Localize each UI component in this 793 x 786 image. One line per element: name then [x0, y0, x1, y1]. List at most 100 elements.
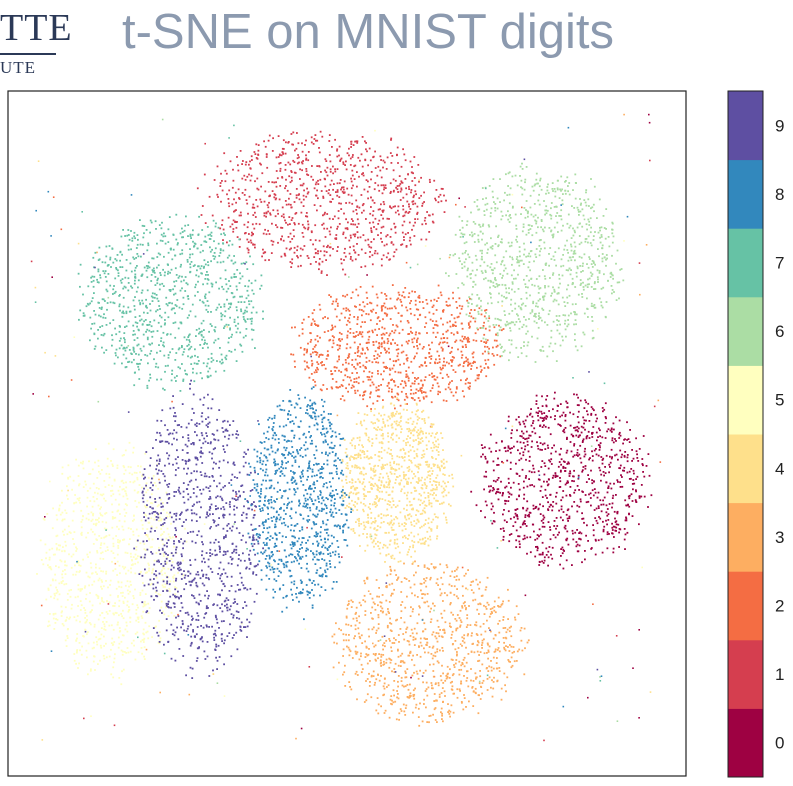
point	[413, 457, 416, 459]
point	[406, 553, 409, 556]
point	[354, 624, 357, 627]
point	[621, 453, 623, 456]
point	[461, 605, 463, 607]
point	[598, 516, 600, 518]
point	[367, 520, 370, 523]
point	[378, 476, 381, 479]
point	[446, 665, 449, 668]
point	[455, 659, 458, 661]
point	[611, 497, 614, 499]
point	[400, 314, 403, 317]
point	[397, 655, 400, 658]
point	[611, 502, 614, 505]
point	[438, 635, 441, 638]
point	[359, 449, 362, 452]
point	[373, 545, 375, 548]
point	[60, 581, 63, 583]
point	[380, 517, 383, 519]
point	[579, 500, 582, 503]
point	[445, 330, 448, 333]
point	[352, 210, 355, 213]
point	[386, 486, 388, 488]
point	[405, 631, 407, 634]
point	[258, 223, 261, 226]
point	[529, 412, 532, 415]
point	[431, 489, 434, 492]
point	[259, 162, 261, 165]
point	[423, 581, 426, 584]
point	[436, 721, 438, 723]
point	[378, 455, 381, 458]
point	[261, 172, 264, 175]
point	[297, 256, 299, 259]
point	[498, 449, 501, 452]
point	[441, 714, 443, 717]
point	[416, 434, 419, 437]
point	[288, 197, 290, 200]
point	[463, 634, 466, 637]
point	[450, 359, 452, 362]
point	[370, 468, 373, 471]
point	[477, 712, 480, 715]
point	[394, 342, 396, 345]
point	[639, 293, 641, 296]
point	[113, 724, 116, 727]
point	[437, 584, 439, 586]
point	[106, 465, 109, 468]
point	[591, 450, 593, 453]
point	[563, 431, 566, 434]
point	[602, 530, 605, 533]
point	[581, 561, 583, 564]
point	[409, 444, 411, 447]
point	[256, 177, 259, 180]
point	[366, 346, 368, 349]
point	[122, 668, 125, 671]
point	[385, 586, 388, 589]
point	[450, 637, 453, 639]
point	[388, 531, 390, 534]
point	[400, 488, 403, 491]
point	[388, 218, 390, 220]
point	[280, 154, 283, 157]
point	[462, 602, 465, 605]
point	[389, 501, 392, 503]
point	[461, 663, 464, 665]
point	[411, 658, 413, 661]
point	[407, 296, 410, 298]
point	[280, 255, 283, 258]
point	[604, 402, 607, 405]
point	[356, 509, 359, 511]
point	[401, 684, 404, 687]
point	[99, 602, 101, 605]
point	[484, 350, 486, 353]
point	[419, 641, 422, 644]
point	[386, 338, 389, 340]
point	[342, 491, 344, 494]
point	[519, 526, 522, 529]
point	[435, 189, 438, 191]
point	[362, 234, 365, 236]
point	[396, 397, 398, 400]
point	[612, 441, 615, 444]
point	[393, 331, 396, 334]
point	[432, 331, 435, 334]
point	[509, 661, 511, 663]
point	[468, 340, 471, 343]
point	[519, 435, 522, 437]
point	[405, 578, 408, 580]
point	[405, 438, 408, 440]
point	[158, 478, 160, 481]
point	[246, 247, 249, 250]
point	[460, 379, 462, 382]
point	[383, 693, 385, 696]
point	[416, 448, 419, 451]
point	[600, 473, 603, 476]
point	[602, 471, 605, 473]
point	[375, 534, 378, 537]
point	[389, 369, 392, 371]
point	[239, 211, 242, 214]
point	[400, 420, 402, 422]
point	[288, 216, 291, 218]
point	[351, 259, 354, 262]
point	[301, 142, 303, 145]
